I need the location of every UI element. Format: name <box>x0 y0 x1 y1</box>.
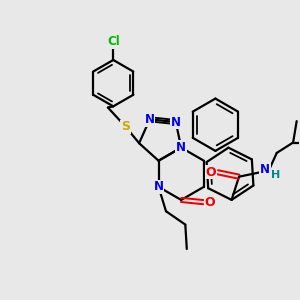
Text: N: N <box>171 116 181 128</box>
Text: N: N <box>260 164 270 176</box>
Text: O: O <box>205 196 215 209</box>
Text: H: H <box>271 169 280 180</box>
Text: S: S <box>121 120 130 134</box>
Text: N: N <box>154 180 164 194</box>
Text: Cl: Cl <box>107 35 120 48</box>
Text: O: O <box>206 166 216 179</box>
Text: N: N <box>176 141 186 154</box>
Text: N: N <box>145 113 155 126</box>
